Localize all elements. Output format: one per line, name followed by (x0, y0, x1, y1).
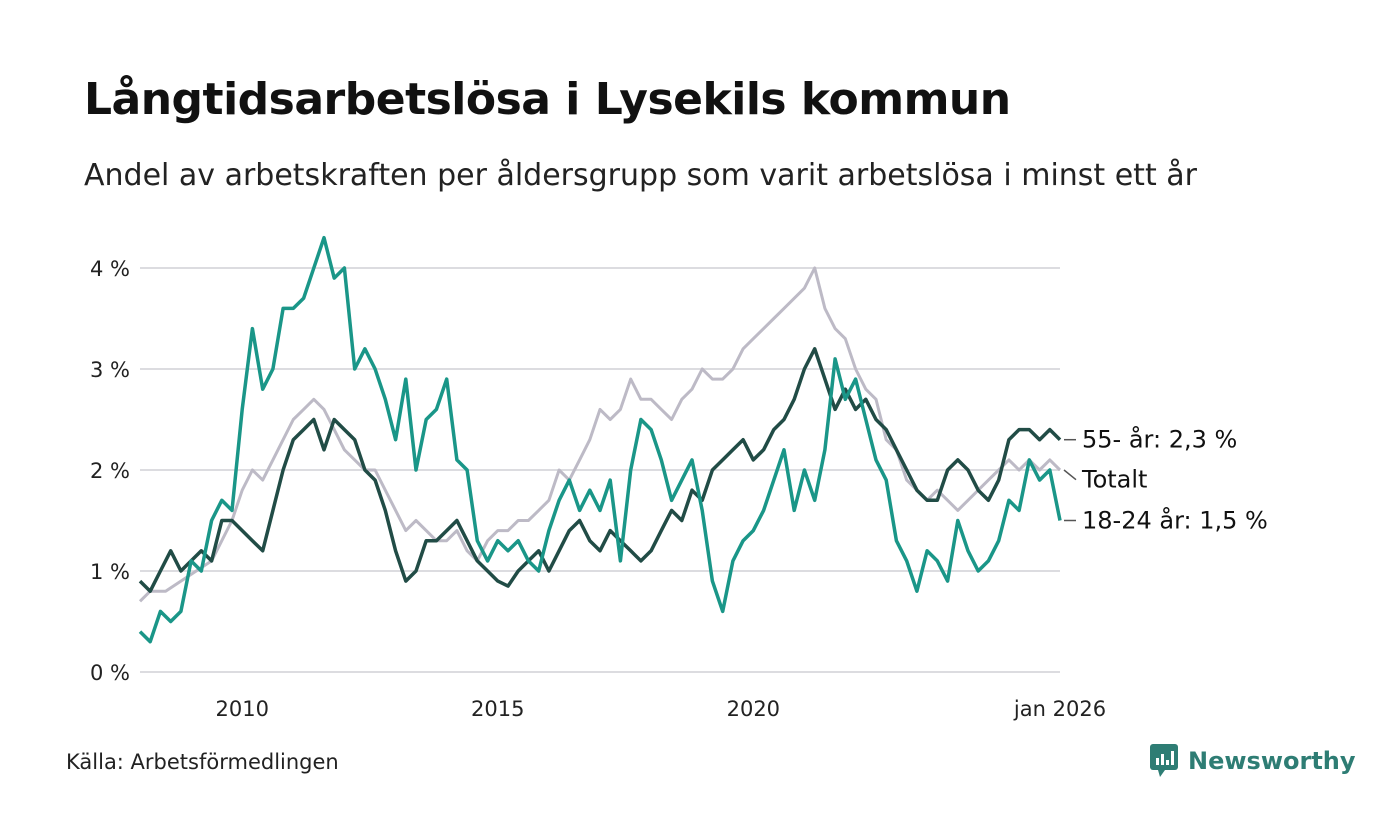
series-line-2 (138, 235, 1062, 644)
series-end-label: 18-24 år: 1,5 % (1082, 506, 1268, 535)
x-tick-label: 2020 (727, 697, 780, 721)
series-line-1 (138, 347, 1062, 593)
y-tick-label: 4 % (90, 257, 130, 281)
y-tick-label: 0 % (90, 661, 130, 685)
series-lines (138, 235, 1062, 644)
label-leader-line (1063, 469, 1077, 481)
brand-logo[interactable]: Newsworthy (1150, 744, 1356, 778)
source-note: Källa: Arbetsförmedlingen (66, 750, 339, 774)
x-tick-label: 2010 (215, 697, 268, 721)
newsworthy-logo-icon (1150, 744, 1178, 777)
y-tick-label: 3 % (90, 358, 130, 382)
y-tick-label: 2 % (90, 459, 130, 483)
series-line-0 (138, 266, 1062, 603)
x-tick-label: jan 2026 (1013, 697, 1106, 721)
y-tick-label: 1 % (90, 560, 130, 584)
y-axis-ticks: 0 % 1 % 2 % 3 % 4 % (90, 257, 130, 685)
chart-subtitle: Andel av arbetskraften per åldersgrupp s… (84, 158, 1197, 193)
series-end-labels: Totalt 55- år: 2,3 % 18-24 år: 1,5 % (1063, 425, 1268, 535)
series-end-label: 55- år: 2,3 % (1082, 425, 1237, 454)
x-tick-label: 2015 (471, 697, 524, 721)
chart-title: Långtidsarbetslösa i Lysekils kommun (84, 74, 1011, 125)
x-axis-ticks: 2010 2015 2020 jan 2026 (215, 697, 1106, 721)
brand-name: Newsworthy (1188, 747, 1356, 775)
series-end-label: Totalt (1081, 466, 1147, 494)
